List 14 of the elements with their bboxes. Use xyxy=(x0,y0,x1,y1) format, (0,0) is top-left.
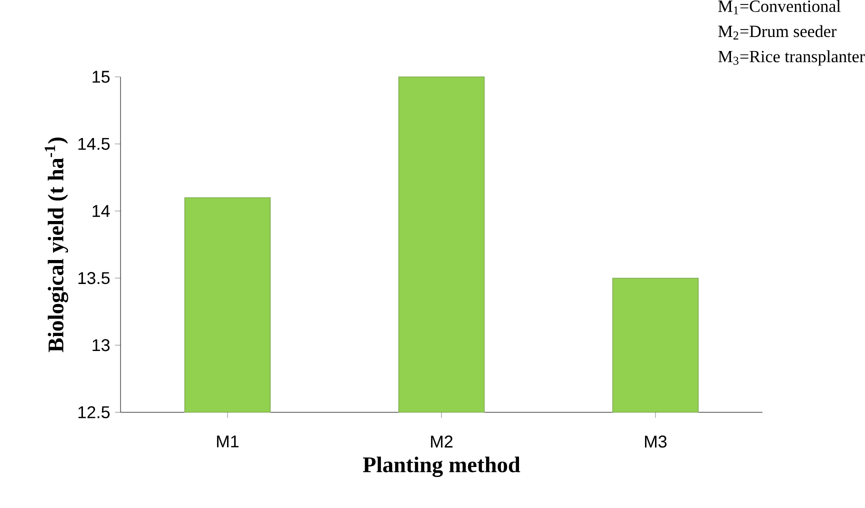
y-tick-label: 12.5 xyxy=(78,406,110,418)
text: M$_{3}$=Rice transplanter xyxy=(718,50,865,66)
y-tick-label: 13 xyxy=(92,339,110,352)
x-tick-label: M1 xyxy=(217,436,239,448)
x-tick-label: M2 xyxy=(431,436,452,448)
y-tick-label: 14 xyxy=(92,205,110,217)
text: M$_{2}$=Drum seeder xyxy=(718,25,836,40)
y-axis-title: Biological yield (t ha$^{-1}$) xyxy=(44,138,68,352)
y-tick-label: 14.5 xyxy=(78,138,110,150)
text: M$_{1}$=Conventional xyxy=(718,0,841,14)
x-tick-label: M3 xyxy=(645,436,667,448)
y-tick-label: 13.5 xyxy=(78,272,110,284)
y-tick-label: 15 xyxy=(92,70,110,83)
x-axis-title: Planting method xyxy=(363,456,520,478)
